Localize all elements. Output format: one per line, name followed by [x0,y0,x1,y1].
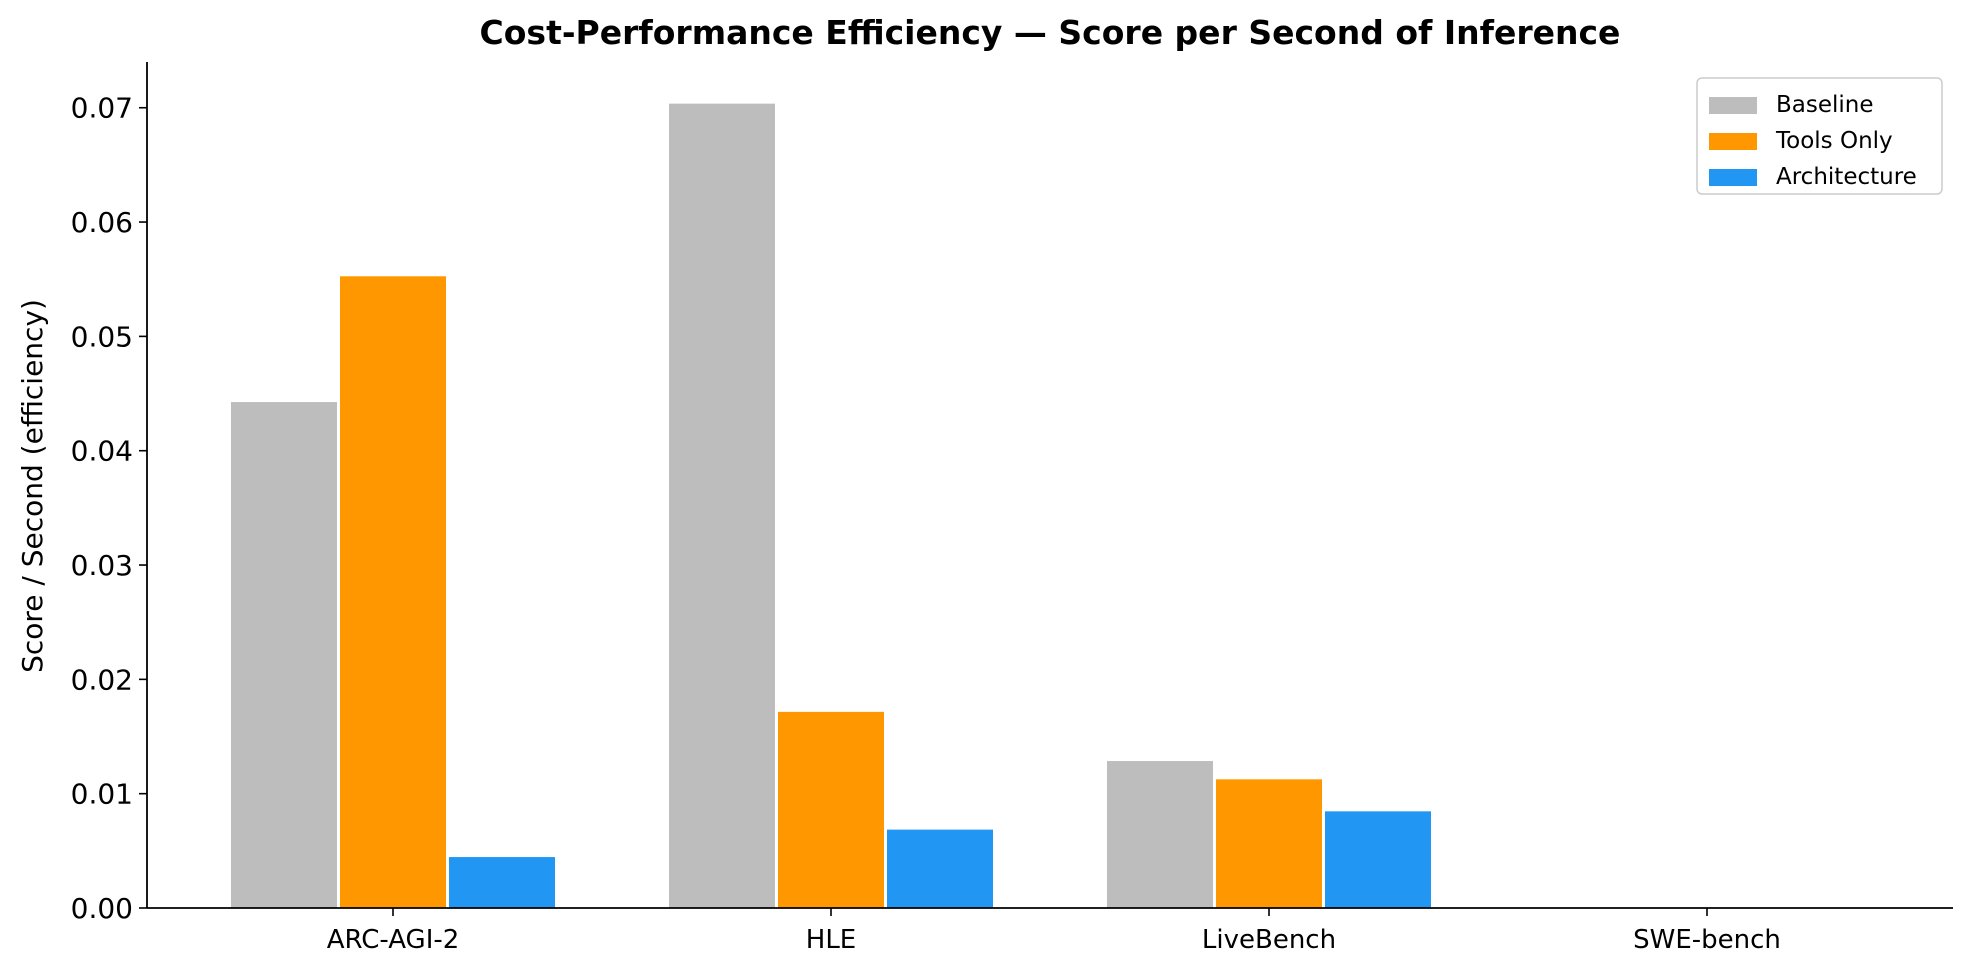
bar-architecture-livebench [1324,810,1432,909]
legend-label: Tools Only [1775,128,1893,154]
bar-tools-only-livebench [1215,778,1323,909]
y-tick-label: 0.03 [71,549,133,582]
legend: Baseline Tools Only Architecture [1696,77,1943,195]
bar-baseline-livebench [1106,760,1214,909]
bar-tools-only-hle [777,710,885,909]
bar-tools-only-arc-agi-2 [339,275,447,909]
x-tick-label: SWE-bench [1633,925,1781,955]
x-tick-label: ARC-AGI-2 [327,925,460,955]
legend-swatch-tools-only [1709,133,1757,150]
bar-baseline-hle [668,102,776,909]
y-tick-label: 0.01 [71,778,133,811]
y-tick-label: 0.04 [71,435,133,468]
axes-layer: ARC-AGI-2 HLE LiveBench SWE-bench 0.00 0.01 0.… [71,62,1953,955]
bars-layer [230,102,1432,909]
x-tick-label: LiveBench [1202,925,1336,955]
bar-architecture-arc-agi-2 [448,856,556,909]
bar-architecture-hle [886,828,994,909]
y-tick-label: 0.06 [71,206,133,239]
legend-label: Architecture [1776,164,1917,190]
legend-swatch-architecture [1709,169,1757,186]
legend-label: Baseline [1776,92,1874,118]
y-tick-label: 0.02 [71,663,133,696]
y-tick-label: 0.07 [71,92,133,125]
y-tick-label: 0.05 [71,320,133,353]
legend-swatch-baseline [1709,97,1757,114]
legend-box [1696,77,1943,195]
x-tick-label: HLE [806,925,856,955]
bar-baseline-arc-agi-2 [230,401,338,909]
y-tick-label: 0.00 [71,892,133,925]
y-axis-label: Score / Second (efficiency) [16,299,49,673]
chart-title: Cost-Performance Efficiency — Score per … [480,13,1621,52]
